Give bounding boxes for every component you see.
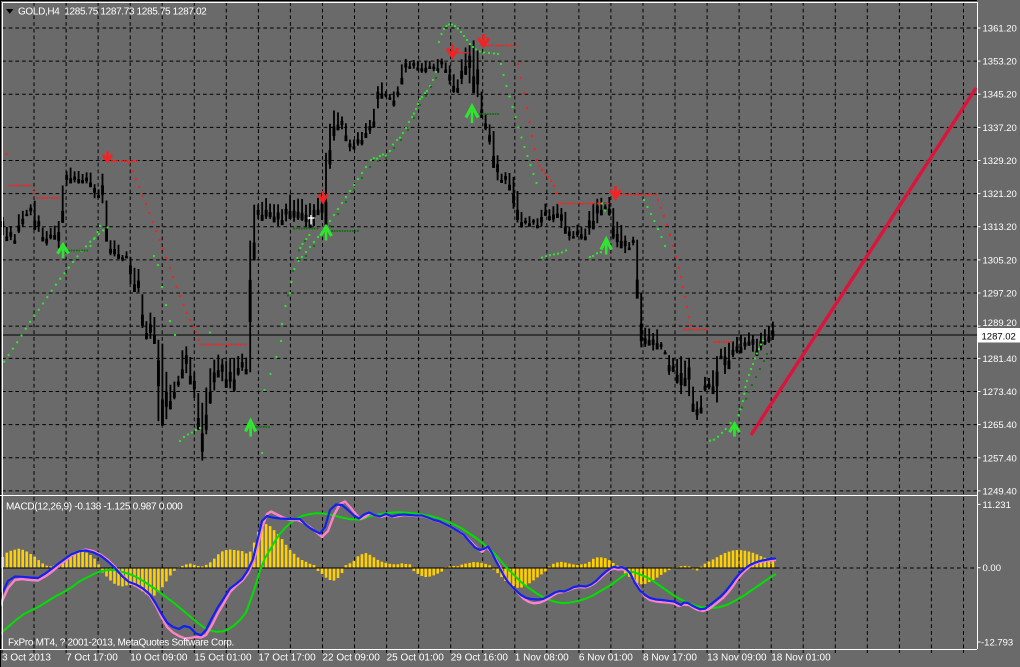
svg-text:13 Nov 09:00: 13 Nov 09:00 <box>707 653 767 664</box>
svg-text:GOLD,H4 1285.75 1287.73 1285.: GOLD,H4 1285.75 1287.73 1285.75 1287.02 <box>18 6 207 17</box>
svg-text:1353.20: 1353.20 <box>983 57 1017 68</box>
svg-text:1249.40: 1249.40 <box>983 486 1017 497</box>
svg-text:-12.793: -12.793 <box>981 638 1013 649</box>
svg-text:10 Oct 09:00: 10 Oct 09:00 <box>130 653 188 664</box>
svg-text:11.231: 11.231 <box>983 500 1011 511</box>
svg-text:1329.20: 1329.20 <box>983 156 1017 167</box>
svg-text:1265.40: 1265.40 <box>983 420 1017 431</box>
svg-text:1313.20: 1313.20 <box>983 222 1017 233</box>
svg-text:3 Oct 2013: 3 Oct 2013 <box>2 653 51 664</box>
svg-text:MACD(12,26,9) -0.138 -1.125 0.: MACD(12,26,9) -0.138 -1.125 0.987 0.000 <box>6 502 183 513</box>
svg-text:1287.02: 1287.02 <box>982 332 1016 343</box>
svg-text:29 Oct 16:00: 29 Oct 16:00 <box>451 653 509 664</box>
svg-text:22 Oct 09:00: 22 Oct 09:00 <box>323 653 381 664</box>
svg-text:1289.20: 1289.20 <box>983 318 1017 329</box>
svg-text:25 Oct 01:00: 25 Oct 01:00 <box>387 653 445 664</box>
svg-text:6 Nov 01:00: 6 Nov 01:00 <box>579 653 633 664</box>
svg-text:1281.40: 1281.40 <box>983 354 1017 365</box>
svg-text:0.00: 0.00 <box>983 563 1002 574</box>
svg-text:1297.20: 1297.20 <box>983 289 1017 300</box>
svg-text:1273.40: 1273.40 <box>983 387 1017 398</box>
svg-text:7 Oct 17:00: 7 Oct 17:00 <box>66 653 118 664</box>
svg-text:17 Oct 17:00: 17 Oct 17:00 <box>258 653 316 664</box>
svg-text:FxPro MT4, ? 2001-2013, MetaQu: FxPro MT4, ? 2001-2013, MetaQuotes Softw… <box>8 638 234 649</box>
svg-text:15 Oct 01:00: 15 Oct 01:00 <box>194 653 252 664</box>
svg-text:8 Nov 17:00: 8 Nov 17:00 <box>643 653 697 664</box>
svg-text:1321.20: 1321.20 <box>983 189 1017 200</box>
svg-text:1 Nov 08:00: 1 Nov 08:00 <box>515 653 569 664</box>
svg-text:1345.20: 1345.20 <box>983 90 1017 101</box>
svg-text:1257.40: 1257.40 <box>983 453 1017 464</box>
svg-text:1361.20: 1361.20 <box>983 24 1017 35</box>
svg-text:1305.20: 1305.20 <box>983 255 1017 266</box>
svg-text:1337.20: 1337.20 <box>983 123 1017 134</box>
svg-text:18 Nov 01:00: 18 Nov 01:00 <box>771 653 831 664</box>
